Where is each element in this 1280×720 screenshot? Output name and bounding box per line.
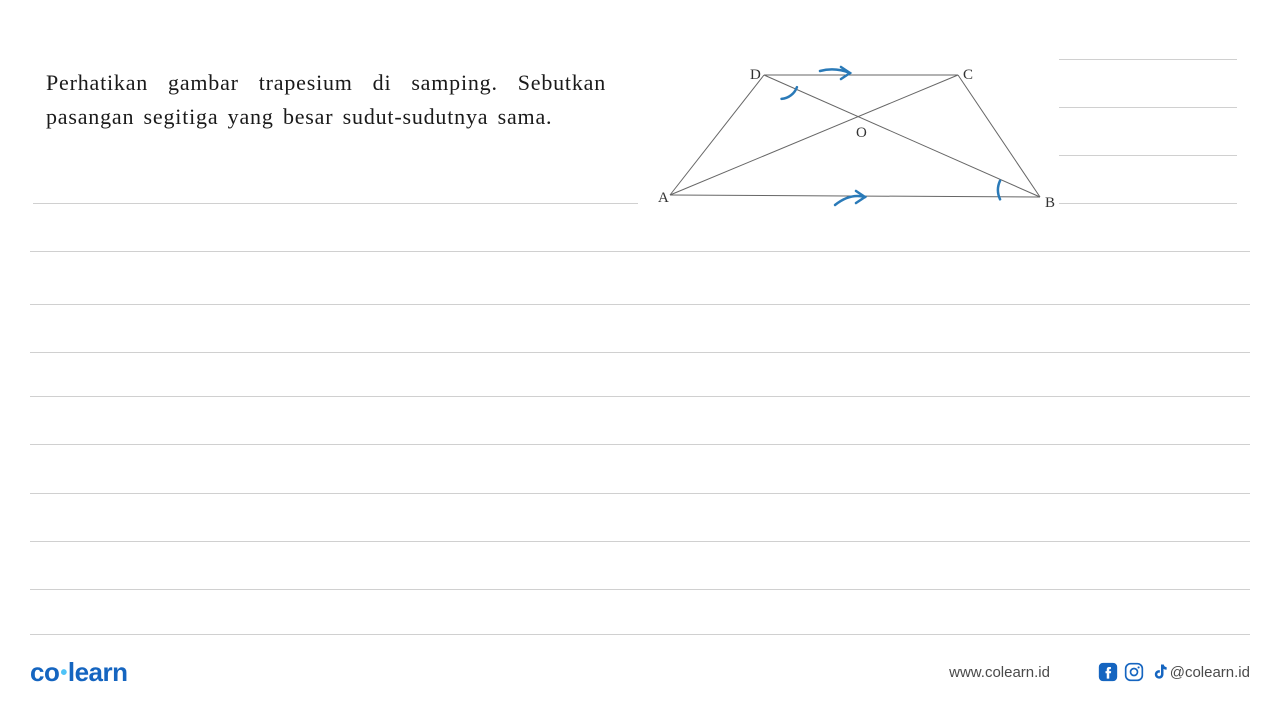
svg-text:O: O (856, 125, 867, 141)
website-url: www.colearn.id (949, 664, 1050, 681)
logo-dot: • (59, 662, 68, 684)
tiktok-icon (1150, 662, 1170, 682)
svg-text:C: C (963, 67, 973, 83)
trapezium-diagram: A B C D O (640, 55, 1060, 225)
logo-co: co (30, 657, 59, 687)
annotations (782, 67, 1000, 205)
question-text: Perhatikan gambar trapesium di samping. … (46, 66, 606, 134)
social-icons (1098, 662, 1170, 682)
vertex-labels: A B C D O (658, 67, 1055, 211)
svg-text:A: A (658, 190, 669, 206)
trapezium-shape (670, 75, 1040, 197)
instagram-icon (1124, 662, 1144, 682)
page-container: Perhatikan gambar trapesium di samping. … (0, 0, 1280, 720)
svg-text:D: D (750, 67, 761, 83)
logo-learn: learn (68, 657, 128, 687)
social-handle: @colearn.id (1170, 664, 1250, 681)
facebook-icon (1098, 662, 1118, 682)
diagram-svg: A B C D O (640, 55, 1060, 225)
svg-text:B: B (1045, 195, 1055, 211)
footer: co•learn www.colearn.id @colearn.id (0, 652, 1280, 692)
logo: co•learn (30, 657, 128, 688)
